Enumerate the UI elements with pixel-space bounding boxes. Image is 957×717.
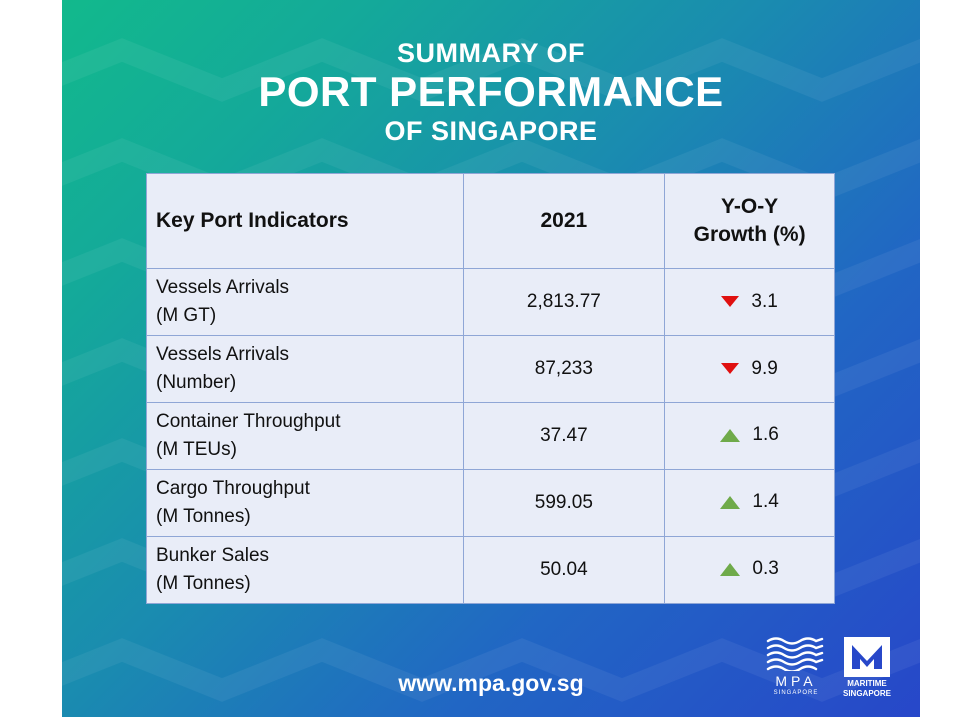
green-up-triangle-icon	[720, 562, 741, 576]
header-yoy-line1: Y-O-Y	[721, 195, 779, 218]
indicator-growth: 1.6	[664, 402, 835, 470]
indicator-name: Vessels Arrivals	[156, 277, 290, 298]
website-url: www.mpa.gov.sg	[398, 670, 584, 696]
indicator-value: 50.04	[462, 536, 666, 604]
poster: SUMMARY OF PORT PERFORMANCE OF SINGAPORE…	[62, 0, 920, 717]
table-row: Vessels Arrivals (M GT) 2,813.77 3.1	[146, 268, 835, 336]
growth-value: 3.1	[751, 290, 778, 312]
mpa-logo-subtext: SINGAPORE	[773, 690, 819, 696]
indicator-value: 599.05	[462, 469, 666, 537]
green-up-triangle-icon	[720, 428, 741, 442]
maritime-logo-line1: MARITIME	[847, 679, 887, 688]
indicator-unit: (M Tonnes)	[156, 506, 251, 527]
indicator-label: Vessels Arrivals (M GT)	[146, 268, 464, 336]
mpa-logo: MPA SINGAPORE	[762, 635, 832, 701]
maritime-logo-line2: SINGAPORE	[842, 689, 891, 698]
table-row: Container Throughput (M TEUs) 37.47 1.6	[146, 402, 835, 470]
indicator-name: Vessels Arrivals	[156, 344, 290, 365]
red-down-triangle-icon	[721, 296, 740, 308]
title-of-singapore: OF SINGAPORE	[384, 116, 598, 146]
growth-value: 1.4	[752, 491, 779, 513]
table-row: Bunker Sales (M Tonnes) 50.04 0.3	[146, 536, 835, 604]
title-summary-of: SUMMARY OF	[396, 38, 585, 68]
green-up-triangle-icon	[720, 495, 741, 509]
indicator-growth: 9.9	[664, 335, 835, 403]
red-down-triangle-icon	[721, 363, 740, 375]
indicator-unit: (M Tonnes)	[156, 573, 251, 594]
title-port-performance: PORT PERFORMANCE	[258, 68, 724, 115]
indicator-growth: 0.3	[664, 536, 835, 604]
indicator-label: Container Throughput (M TEUs)	[146, 402, 464, 470]
indicator-unit: (Number)	[156, 372, 237, 393]
indicator-label: Vessels Arrivals (Number)	[146, 335, 464, 403]
header-yoy-growth: Y-O-Y Growth (%)	[664, 173, 835, 269]
maritime-singapore-m-icon	[844, 637, 890, 677]
indicator-value: 2,813.77	[462, 268, 666, 336]
table-row: Vessels Arrivals (Number) 87,233 9.9	[146, 335, 835, 403]
indicator-growth: 1.4	[664, 469, 835, 537]
mpa-wave-icon	[766, 637, 824, 671]
indicator-value: 37.47	[462, 402, 666, 470]
indicator-value: 87,233	[462, 335, 666, 403]
table-row: Cargo Throughput (M Tonnes) 599.05 1.4	[146, 469, 835, 537]
table-header-row: Key Port Indicators 2021 Y-O-Y Growth (%…	[146, 173, 835, 269]
indicator-name: Cargo Throughput	[156, 478, 310, 499]
indicator-unit: (M TEUs)	[156, 439, 237, 460]
growth-value: 1.6	[752, 424, 779, 446]
maritime-singapore-logo: MARITIME SINGAPORE	[838, 637, 896, 701]
indicator-label: Cargo Throughput (M Tonnes)	[146, 469, 464, 537]
indicator-name: Container Throughput	[156, 411, 341, 432]
mpa-logo-text: MPA	[775, 673, 817, 689]
header-key-port-indicators: Key Port Indicators	[146, 173, 464, 269]
header-year-2021: 2021	[462, 173, 666, 269]
indicator-label: Bunker Sales (M Tonnes)	[146, 536, 464, 604]
growth-value: 9.9	[751, 357, 778, 379]
port-indicators-table: Key Port Indicators 2021 Y-O-Y Growth (%…	[146, 173, 835, 604]
header-yoy-line2: Growth (%)	[693, 223, 806, 246]
indicator-name: Bunker Sales	[156, 545, 270, 566]
indicator-unit: (M GT)	[156, 305, 217, 326]
indicator-growth: 3.1	[664, 268, 835, 336]
growth-value: 0.3	[752, 558, 779, 580]
